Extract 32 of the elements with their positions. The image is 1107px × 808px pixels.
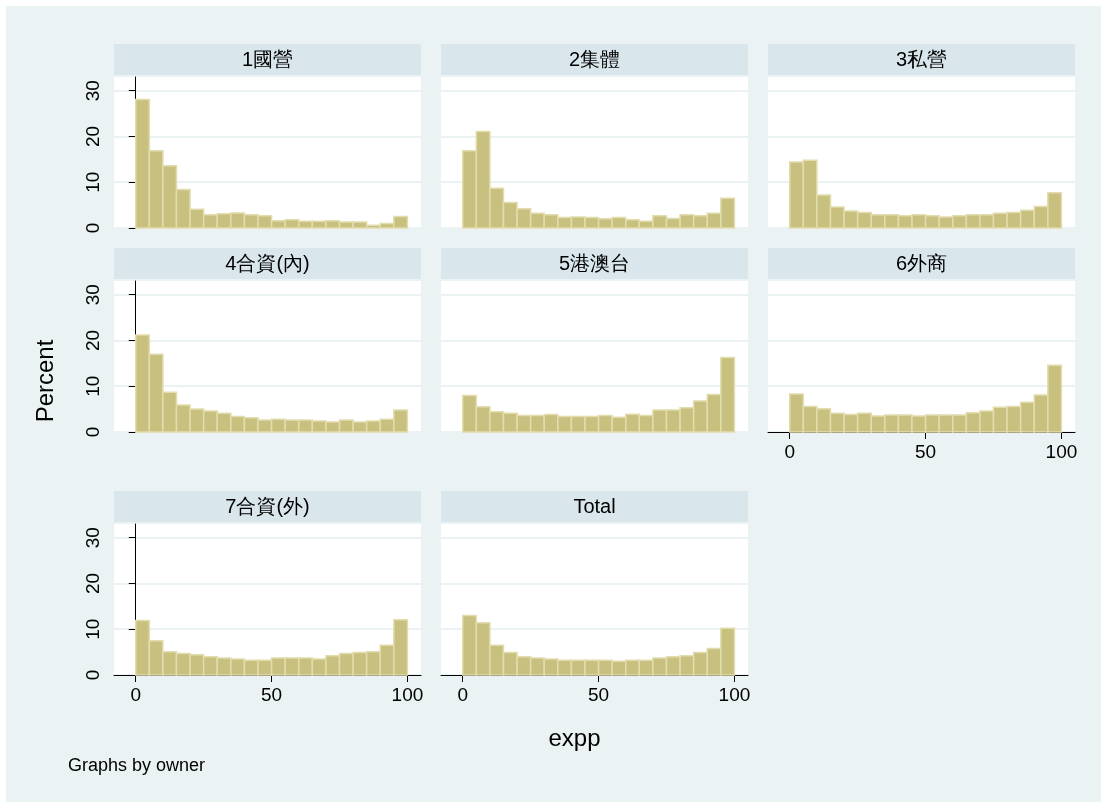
y-tick-label: 10	[82, 618, 103, 640]
x-tick-label: 100	[391, 684, 424, 705]
y-tick-label: 20	[82, 572, 103, 595]
chart-title: 4合資(內)	[114, 248, 421, 279]
y-tick-label: 30	[82, 527, 103, 549]
y-tick-label: 10	[82, 375, 103, 397]
chart-title: 7合資(外)	[114, 491, 421, 522]
chart-title: 5港澳台	[441, 248, 748, 279]
text: Graphs by owner	[68, 754, 206, 776]
x-tick-label: 50	[261, 684, 283, 705]
y-tick-label: 0	[82, 426, 103, 438]
y-tick-label: 30	[82, 80, 103, 102]
y-tick-label: 0	[82, 222, 103, 234]
y-tick-label: 30	[82, 284, 103, 306]
chart-title: Total	[441, 491, 748, 522]
x-tick-label: 0	[130, 684, 142, 705]
chart-title: 3私營	[768, 44, 1075, 75]
x-tick-label: 50	[915, 441, 937, 462]
y-tick-label: 10	[82, 171, 103, 193]
chart-title: 2集體	[441, 44, 748, 75]
x-tick-label: 0	[457, 684, 469, 705]
x-axis-title: expp	[547, 723, 602, 753]
x-tick-label: 100	[718, 684, 751, 705]
chart-title: 6外商	[768, 248, 1075, 279]
x-tick-label: 100	[1045, 441, 1078, 462]
y-tick-label: 0	[82, 669, 103, 681]
y-axis-title: Percent	[30, 338, 59, 425]
x-tick-label: 0	[784, 441, 796, 462]
x-tick-label: 50	[588, 684, 610, 705]
y-tick-label: 20	[82, 125, 103, 148]
chart-title: 1國營	[114, 44, 421, 75]
y-tick-label: 20	[82, 329, 103, 352]
